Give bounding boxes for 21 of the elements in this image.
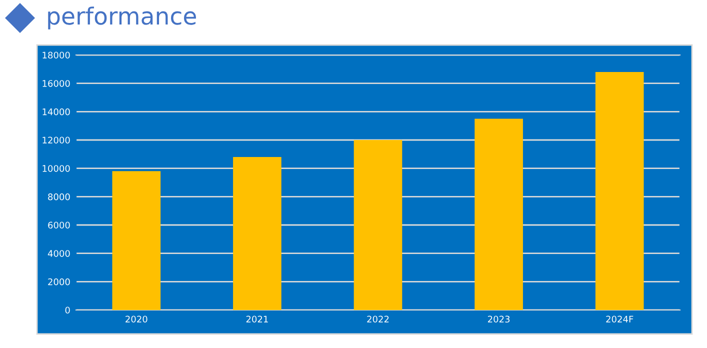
x-tick-label: 2024F xyxy=(606,316,634,323)
y-tick-label: 16000 xyxy=(42,80,70,87)
y-tick-label: 8000 xyxy=(48,193,70,200)
chart-title: performance xyxy=(48,6,196,30)
y-tick-label: 4000 xyxy=(48,250,70,257)
bar xyxy=(595,72,644,310)
bar xyxy=(112,171,161,310)
y-tick-label: 0 xyxy=(65,306,70,314)
x-tick-label: 2022 xyxy=(367,316,389,323)
y-tick-label: 12000 xyxy=(42,136,70,144)
x-tick-label: 2021 xyxy=(246,316,268,323)
x-tick-label: 2023 xyxy=(488,316,510,323)
y-tick-label: 18000 xyxy=(42,52,70,59)
x-tick-label: 2020 xyxy=(126,316,148,323)
bar xyxy=(233,157,282,310)
bar xyxy=(354,140,402,310)
y-tick-label: 6000 xyxy=(48,222,70,229)
bar xyxy=(474,118,523,310)
y-tick-label: 10000 xyxy=(42,165,70,172)
y-tick-label: 14000 xyxy=(42,108,70,116)
y-tick-label: 2000 xyxy=(48,278,70,286)
